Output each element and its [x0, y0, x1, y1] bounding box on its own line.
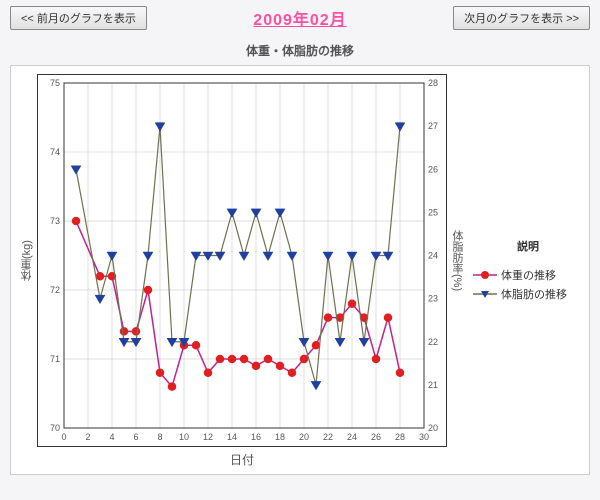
legend-marker-icon — [473, 288, 497, 300]
svg-text:26: 26 — [428, 164, 438, 174]
svg-text:72: 72 — [50, 285, 60, 295]
svg-text:26: 26 — [371, 432, 381, 442]
svg-text:14: 14 — [227, 432, 237, 442]
svg-text:24: 24 — [347, 432, 357, 442]
legend-label: 体重の推移 — [501, 267, 556, 283]
next-month-button[interactable]: 次月のグラフを表示 >> — [453, 6, 590, 30]
svg-text:27: 27 — [428, 121, 438, 131]
svg-text:75: 75 — [50, 78, 60, 88]
svg-text:12: 12 — [203, 432, 213, 442]
svg-text:6: 6 — [133, 432, 138, 442]
svg-text:22: 22 — [323, 432, 333, 442]
svg-text:4: 4 — [109, 432, 114, 442]
x-axis-label: 日付 — [17, 451, 467, 468]
chart-plot-area: 7071727374752021222324252627280246810121… — [37, 74, 447, 447]
legend-item: 体脂肪の推移 — [473, 286, 583, 302]
svg-text:21: 21 — [428, 380, 438, 390]
svg-text:20: 20 — [428, 423, 438, 433]
svg-text:74: 74 — [50, 147, 60, 157]
svg-text:18: 18 — [275, 432, 285, 442]
month-title: 2009年02月 — [253, 6, 346, 30]
y-axis-right-label: 体脂肪率(%) — [447, 74, 467, 447]
svg-text:16: 16 — [251, 432, 261, 442]
legend: 説明 体重の推移体脂肪の推移 — [467, 74, 583, 468]
prev-month-button[interactable]: << 前月のグラフを表示 — [10, 6, 147, 30]
y-axis-left-label: 体重(kg) — [17, 74, 37, 447]
svg-text:73: 73 — [50, 216, 60, 226]
svg-text:8: 8 — [157, 432, 162, 442]
svg-text:25: 25 — [428, 207, 438, 217]
svg-text:30: 30 — [419, 432, 429, 442]
svg-text:0: 0 — [61, 432, 66, 442]
svg-text:24: 24 — [428, 251, 438, 261]
svg-text:2: 2 — [85, 432, 90, 442]
legend-title: 説明 — [473, 238, 583, 254]
svg-text:28: 28 — [428, 78, 438, 88]
svg-text:10: 10 — [179, 432, 189, 442]
chart-title: 体重・体脂肪の推移 — [0, 42, 600, 59]
svg-text:28: 28 — [395, 432, 405, 442]
svg-text:22: 22 — [428, 337, 438, 347]
chart-panel: 体重(kg) 707172737475202122232425262728024… — [10, 65, 590, 475]
svg-text:70: 70 — [50, 423, 60, 433]
legend-label: 体脂肪の推移 — [501, 286, 567, 302]
legend-item: 体重の推移 — [473, 267, 583, 283]
svg-text:23: 23 — [428, 294, 438, 304]
svg-text:71: 71 — [50, 354, 60, 364]
legend-marker-icon — [473, 269, 497, 281]
svg-text:20: 20 — [299, 432, 309, 442]
